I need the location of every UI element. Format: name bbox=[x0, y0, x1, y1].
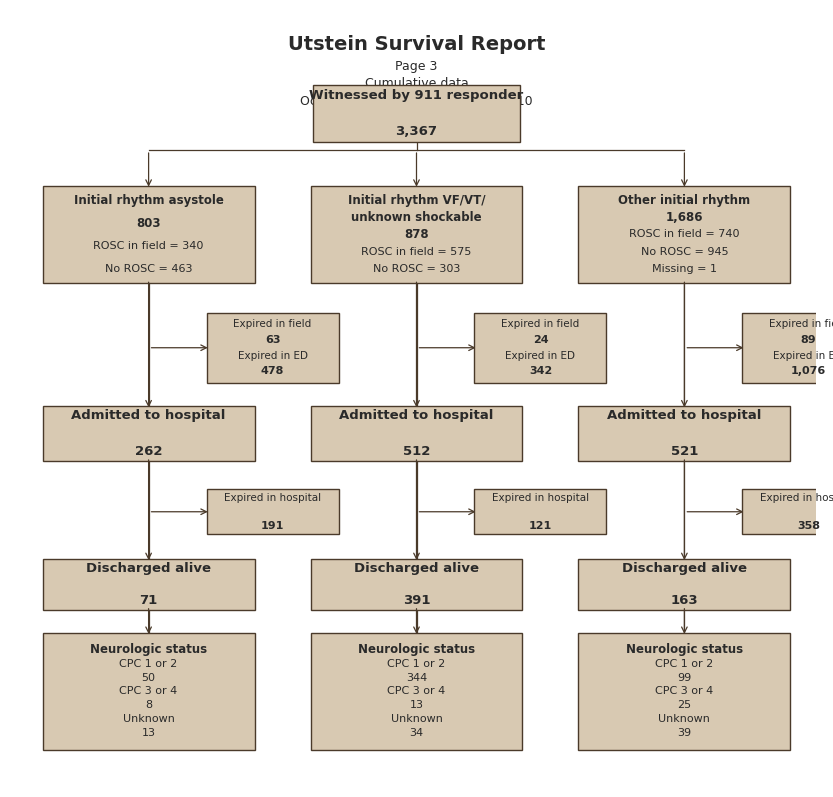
Text: Page 3: Page 3 bbox=[396, 61, 437, 73]
Text: Neurologic status: Neurologic status bbox=[90, 643, 207, 657]
Text: Admitted to hospital: Admitted to hospital bbox=[72, 410, 226, 422]
Text: 262: 262 bbox=[135, 445, 162, 458]
FancyBboxPatch shape bbox=[42, 633, 255, 750]
Text: 71: 71 bbox=[139, 595, 157, 607]
Text: Missing = 1: Missing = 1 bbox=[652, 264, 717, 273]
Text: Initial rhythm asystole: Initial rhythm asystole bbox=[73, 194, 223, 207]
Text: 99: 99 bbox=[677, 673, 691, 682]
FancyBboxPatch shape bbox=[578, 186, 791, 283]
Text: CPC 3 or 4: CPC 3 or 4 bbox=[656, 686, 714, 697]
Text: Utstein Survival Report: Utstein Survival Report bbox=[287, 35, 546, 54]
Text: Admitted to hospital: Admitted to hospital bbox=[339, 410, 494, 422]
Text: 89: 89 bbox=[801, 335, 816, 345]
FancyBboxPatch shape bbox=[742, 312, 833, 383]
Text: Admitted to hospital: Admitted to hospital bbox=[607, 410, 761, 422]
Text: Expired in hospital: Expired in hospital bbox=[224, 493, 321, 502]
FancyBboxPatch shape bbox=[578, 633, 791, 750]
Text: 34: 34 bbox=[410, 728, 423, 738]
Text: No ROSC = 945: No ROSC = 945 bbox=[641, 246, 728, 257]
FancyBboxPatch shape bbox=[312, 85, 521, 142]
Text: ROSC in field = 575: ROSC in field = 575 bbox=[362, 246, 471, 257]
Text: ROSC in field = 740: ROSC in field = 740 bbox=[629, 230, 740, 239]
Text: Witnessed by 911 responder: Witnessed by 911 responder bbox=[309, 88, 524, 101]
Text: 878: 878 bbox=[404, 228, 429, 241]
FancyBboxPatch shape bbox=[311, 406, 522, 461]
Text: Expired in hospital: Expired in hospital bbox=[760, 493, 833, 502]
Text: 1,076: 1,076 bbox=[791, 367, 826, 376]
Text: 50: 50 bbox=[142, 673, 156, 682]
Text: 163: 163 bbox=[671, 595, 698, 607]
Text: Expired in ED: Expired in ED bbox=[506, 351, 576, 361]
Text: 803: 803 bbox=[137, 217, 161, 230]
FancyBboxPatch shape bbox=[311, 633, 522, 750]
Text: No ROSC = 463: No ROSC = 463 bbox=[105, 264, 192, 273]
Text: 8: 8 bbox=[145, 701, 152, 710]
Text: 191: 191 bbox=[261, 521, 284, 531]
Text: CPC 3 or 4: CPC 3 or 4 bbox=[119, 686, 177, 697]
Text: 344: 344 bbox=[406, 673, 427, 682]
Text: No ROSC = 303: No ROSC = 303 bbox=[373, 264, 460, 273]
FancyBboxPatch shape bbox=[207, 312, 338, 383]
Text: Expired in ED: Expired in ED bbox=[773, 351, 833, 361]
FancyBboxPatch shape bbox=[207, 489, 338, 535]
Text: Expired in field: Expired in field bbox=[233, 319, 312, 329]
FancyBboxPatch shape bbox=[42, 559, 255, 610]
Text: CPC 3 or 4: CPC 3 or 4 bbox=[387, 686, 446, 697]
Text: 39: 39 bbox=[677, 728, 691, 738]
Text: Other initial rhythm: Other initial rhythm bbox=[618, 194, 751, 207]
Text: Unknown: Unknown bbox=[122, 714, 175, 724]
Text: Expired in field: Expired in field bbox=[769, 319, 833, 329]
FancyBboxPatch shape bbox=[311, 559, 522, 610]
FancyBboxPatch shape bbox=[311, 186, 522, 283]
Text: 63: 63 bbox=[265, 335, 281, 345]
Text: 121: 121 bbox=[529, 521, 552, 531]
Text: Unknown: Unknown bbox=[658, 714, 711, 724]
Text: Neurologic status: Neurologic status bbox=[626, 643, 743, 657]
Text: 24: 24 bbox=[532, 335, 548, 345]
Text: CPC 1 or 2: CPC 1 or 2 bbox=[656, 658, 714, 669]
Text: 478: 478 bbox=[261, 367, 284, 376]
Text: CPC 1 or 2: CPC 1 or 2 bbox=[387, 658, 446, 669]
FancyBboxPatch shape bbox=[42, 186, 255, 283]
Text: Initial rhythm VF/VT/: Initial rhythm VF/VT/ bbox=[347, 194, 486, 207]
Text: 358: 358 bbox=[797, 521, 820, 531]
FancyBboxPatch shape bbox=[578, 406, 791, 461]
Text: 521: 521 bbox=[671, 445, 698, 458]
Text: 3,367: 3,367 bbox=[396, 125, 437, 139]
FancyBboxPatch shape bbox=[742, 489, 833, 535]
Text: 25: 25 bbox=[677, 701, 691, 710]
Text: Expired in field: Expired in field bbox=[501, 319, 580, 329]
Text: Cumulative data: Cumulative data bbox=[365, 77, 468, 91]
FancyBboxPatch shape bbox=[475, 312, 606, 383]
Text: Unknown: Unknown bbox=[391, 714, 442, 724]
Text: Discharged alive: Discharged alive bbox=[354, 562, 479, 575]
Text: CPC 1 or 2: CPC 1 or 2 bbox=[119, 658, 177, 669]
Text: 1,686: 1,686 bbox=[666, 211, 703, 224]
Text: ROSC in field = 340: ROSC in field = 340 bbox=[93, 241, 204, 251]
Text: Expired in hospital: Expired in hospital bbox=[492, 493, 589, 502]
Text: 13: 13 bbox=[410, 701, 423, 710]
Text: Neurologic status: Neurologic status bbox=[358, 643, 475, 657]
Text: unknown shockable: unknown shockable bbox=[352, 211, 481, 224]
FancyBboxPatch shape bbox=[42, 406, 255, 461]
Text: 391: 391 bbox=[402, 595, 431, 607]
FancyBboxPatch shape bbox=[578, 559, 791, 610]
Text: 512: 512 bbox=[403, 445, 430, 458]
FancyBboxPatch shape bbox=[475, 489, 606, 535]
Text: October 1, 2005–December 31, 2010: October 1, 2005–December 31, 2010 bbox=[300, 95, 533, 108]
Text: 13: 13 bbox=[142, 728, 156, 738]
Text: Discharged alive: Discharged alive bbox=[86, 562, 211, 575]
Text: Discharged alive: Discharged alive bbox=[622, 562, 747, 575]
Text: Expired in ED: Expired in ED bbox=[237, 351, 307, 361]
Text: 342: 342 bbox=[529, 367, 552, 376]
